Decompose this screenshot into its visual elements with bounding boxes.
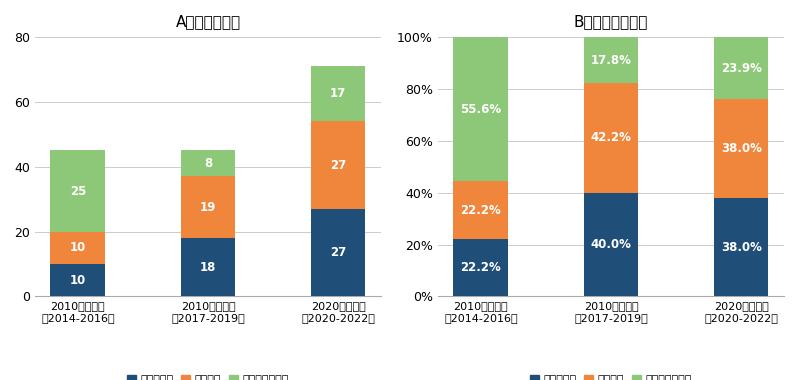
Bar xyxy=(50,264,105,296)
Text: 19: 19 xyxy=(200,201,216,214)
Bar xyxy=(181,176,235,238)
Legend: 分子標的薬, 抗体医薬, その他抗がん剤: 分子標的薬, 抗体医薬, その他抗がん剤 xyxy=(526,370,696,380)
Bar xyxy=(454,181,508,239)
Text: 18: 18 xyxy=(200,261,216,274)
Bar xyxy=(584,83,638,193)
Text: 22.2%: 22.2% xyxy=(461,204,501,217)
Text: 8: 8 xyxy=(204,157,212,170)
Title: B：承認品目割合: B：承認品目割合 xyxy=(574,14,648,29)
Bar xyxy=(714,198,769,296)
Bar xyxy=(454,239,508,296)
Title: A：承認品目数: A：承認品目数 xyxy=(175,14,241,29)
Text: 27: 27 xyxy=(330,246,346,259)
Text: 27: 27 xyxy=(330,158,346,172)
Text: 17: 17 xyxy=(330,87,346,100)
Bar xyxy=(181,238,235,296)
Text: 40.0%: 40.0% xyxy=(590,238,631,251)
Bar xyxy=(181,150,235,176)
Text: 42.2%: 42.2% xyxy=(590,131,631,144)
Text: 10: 10 xyxy=(70,241,86,254)
Bar xyxy=(50,231,105,264)
Bar xyxy=(311,209,366,296)
Bar xyxy=(584,193,638,296)
Legend: 分子標的薬, 抗体医薬, その他抗がん剤: 分子標的薬, 抗体医薬, その他抗がん剤 xyxy=(122,370,294,380)
Text: 10: 10 xyxy=(70,274,86,287)
Bar xyxy=(584,37,638,83)
Bar xyxy=(714,37,769,99)
Bar xyxy=(311,121,366,209)
Bar xyxy=(454,37,508,181)
Bar xyxy=(714,99,769,198)
Text: 55.6%: 55.6% xyxy=(460,103,502,116)
Text: 38.0%: 38.0% xyxy=(721,142,762,155)
Text: 17.8%: 17.8% xyxy=(590,54,631,66)
Text: 23.9%: 23.9% xyxy=(721,62,762,75)
Bar xyxy=(311,66,366,121)
Text: 38.0%: 38.0% xyxy=(721,241,762,253)
Text: 22.2%: 22.2% xyxy=(461,261,501,274)
Text: 25: 25 xyxy=(70,185,86,198)
Bar xyxy=(50,150,105,231)
